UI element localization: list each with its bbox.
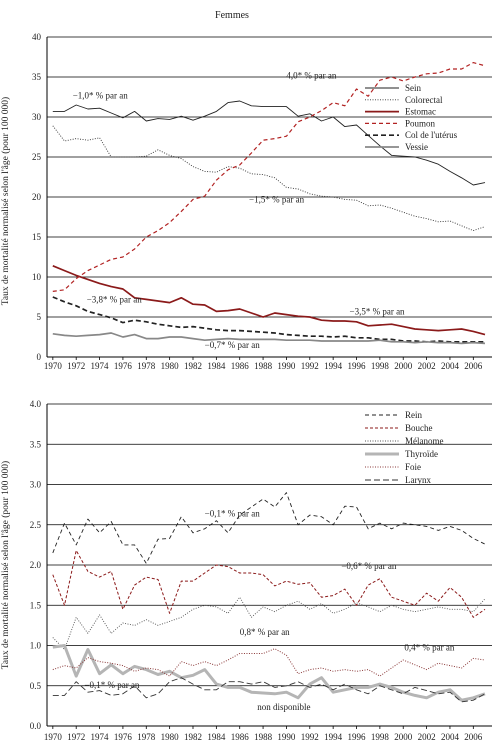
bottom-y-tick-label: 3.0 [30, 480, 42, 490]
bottom-x-tick-label: 1998 [371, 732, 390, 742]
top-x-tick-label: 2004 [441, 361, 460, 371]
top-x-tick-label: 1984 [207, 361, 226, 371]
top-x-tick-label: 1972 [67, 361, 85, 371]
top-legend-label: Colorectal [405, 95, 443, 105]
top-annotation: 4,0* % par an [286, 71, 336, 81]
top-annotation: −3,5* % par an [350, 307, 406, 317]
top-series-line-4 [52, 296, 485, 343]
figure-title: Femmes [215, 10, 249, 21]
bottom-annotation: −0,1* % par an [84, 680, 140, 690]
bottom-x-tick-label: 1986 [231, 732, 250, 742]
top-x-tick-label: 1988 [254, 361, 273, 371]
top-y-tick-label: 35 [32, 72, 42, 82]
bottom-x-tick-label: 1972 [67, 732, 85, 742]
bottom-y-axis-label: Taux de mortalité normalisé selon l'âge … [0, 461, 11, 669]
top-y-tick-label: 0 [37, 352, 42, 362]
bottom-x-tick-label: 2006 [464, 732, 483, 742]
top-legend-label: Vessie [405, 142, 428, 152]
top-y-tick-label: 30 [32, 112, 42, 122]
bottom-annotation: 0,8* % par an [240, 627, 290, 637]
bottom-y-tick-label: 2.0 [30, 560, 42, 570]
bottom-x-tick-label: 2004 [441, 732, 460, 742]
top-x-tick-label: 1980 [161, 361, 180, 371]
bottom-series-line-0 [52, 492, 486, 564]
bottom-legend-label: Rein [405, 410, 422, 420]
bottom-x-tick-label: 1980 [161, 732, 180, 742]
top-annotation: −1,5* % par an [249, 195, 305, 205]
bottom-x-tick-label: 1990 [277, 732, 296, 742]
bottom-x-tick-label: 1976 [114, 732, 133, 742]
top-series-line-3 [52, 61, 486, 292]
top-x-tick-label: 1986 [231, 361, 250, 371]
top-x-tick-label: 2000 [394, 361, 413, 371]
bottom-y-tick-label: 0.5 [30, 681, 42, 691]
bottom-y-tick-label: 4.0 [30, 399, 42, 409]
top-x-tick-label: 1994 [324, 361, 343, 371]
top-y-tick-label: 25 [32, 152, 42, 162]
bottom-legend-label: Foie [405, 462, 421, 472]
bottom-x-tick-label: 1996 [348, 732, 367, 742]
top-y-tick-label: 20 [32, 192, 42, 202]
top-legend-label: Poumon [405, 118, 436, 128]
bottom-series-line-2 [52, 596, 486, 650]
top-legend-label: Estomac [405, 107, 436, 117]
bottom-series-line-5 [52, 677, 486, 703]
top-y-tick-label: 40 [32, 32, 42, 42]
top-x-tick-label: 1974 [91, 361, 110, 371]
bottom-legend-label: Bouche [405, 423, 433, 433]
top-annotation: −3,8* % par an [87, 295, 143, 305]
bottom-series-line-1 [52, 550, 486, 618]
bottom-chart: 0.0 0.5 1.0 1.5 2.0 2.5 3.0 3.5 4.0 1970 1972 1974 1… [30, 399, 492, 742]
bottom-series-line-4 [52, 648, 486, 677]
top-y-tick-label: 15 [32, 232, 42, 242]
top-x-tick-label: 1992 [301, 361, 319, 371]
bottom-x-tick-label: 2000 [394, 732, 413, 742]
bottom-y-tick-label: 3.5 [30, 439, 42, 449]
bottom-annotation: non disponible [257, 702, 310, 712]
bottom-legend-label: Thyroïde [405, 449, 438, 459]
top-series-line-0 [52, 100, 486, 186]
bottom-x-tick-label: 1970 [44, 732, 63, 742]
bottom-legend-label: Larynx [405, 475, 431, 485]
top-chart: 0 5 10 15 20 25 30 35 40 1970 1972 1974 1976 1978 1980… [32, 32, 492, 371]
bottom-annotation: −0,6* % par an [341, 561, 397, 571]
top-annotation: −1,0* % par an [73, 91, 129, 101]
top-y-tick-label: 10 [32, 272, 42, 282]
top-x-tick-label: 1982 [184, 361, 202, 371]
top-legend-label: Sein [405, 83, 422, 93]
top-y-tick-label: 5 [37, 312, 42, 322]
bottom-y-tick-label: 1.5 [30, 600, 42, 610]
bottom-annotation: −0,1* % par an [205, 509, 261, 519]
top-series-line-1 [52, 125, 486, 232]
bottom-x-tick-label: 1994 [324, 732, 343, 742]
bottom-x-tick-label: 2002 [418, 732, 436, 742]
bottom-legend-label: Mélanome [405, 436, 444, 446]
bottom-x-tick-label: 1992 [301, 732, 319, 742]
bottom-y-tick-label: 2.5 [30, 520, 42, 530]
bottom-series-line-3 [52, 644, 486, 702]
bottom-x-tick-label: 1984 [207, 732, 226, 742]
bottom-x-tick-label: 1978 [137, 732, 156, 742]
top-x-tick-label: 1978 [137, 361, 156, 371]
top-x-tick-label: 1990 [277, 361, 296, 371]
top-series-line-2 [52, 265, 486, 336]
bottom-y-tick-label: 1.0 [30, 641, 42, 651]
bottom-x-tick-label: 1988 [254, 732, 273, 742]
top-y-axis-label: Taux de mortalité normalisé selon l'âge … [0, 97, 11, 305]
top-x-tick-label: 1970 [44, 361, 63, 371]
top-series-line-5 [52, 332, 486, 345]
bottom-annotation: 0,4* % par an [404, 642, 454, 652]
top-x-tick-label: 2006 [464, 361, 483, 371]
top-x-tick-label: 1976 [114, 361, 133, 371]
top-annotation: −0,7* % par an [205, 340, 261, 350]
top-x-tick-label: 2002 [418, 361, 436, 371]
top-x-tick-label: 1998 [371, 361, 390, 371]
bottom-x-tick-label: 1982 [184, 732, 202, 742]
bottom-y-tick-label: 0.0 [30, 721, 42, 731]
top-x-tick-label: 1996 [348, 361, 367, 371]
bottom-x-tick-label: 1974 [91, 732, 110, 742]
top-legend-label: Col de l'utérus [405, 130, 458, 140]
